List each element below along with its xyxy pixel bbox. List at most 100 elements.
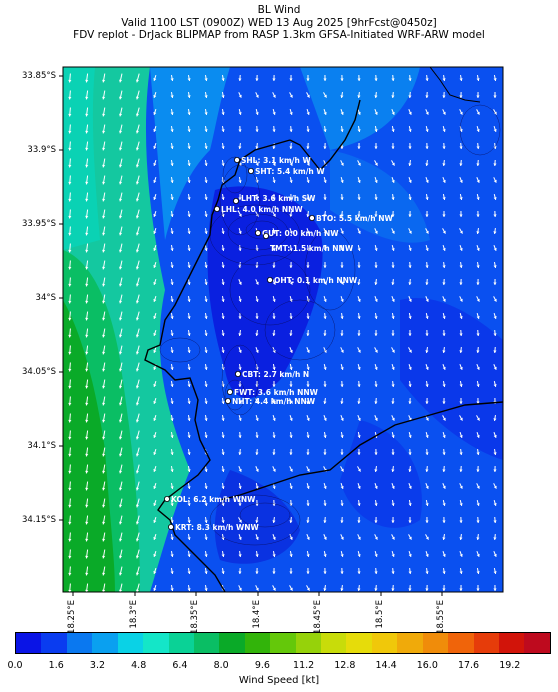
wind-arrow [102, 481, 106, 491]
wind-arrow [238, 312, 242, 320]
wind-arrow [442, 380, 446, 388]
wind-arrow [187, 142, 191, 150]
wind-arrow [459, 483, 463, 489]
wind-arrow [102, 345, 106, 355]
wind-arrow [391, 584, 395, 592]
wind-arrow [221, 312, 225, 320]
wind-arrow [391, 125, 395, 133]
wind-arrow [119, 413, 123, 423]
title-line-2: Valid 1100 LST (0900Z) WED 13 Aug 2025 [… [121, 16, 437, 29]
site-marker [226, 388, 233, 395]
wind-arrow [306, 108, 310, 116]
wind-arrow [408, 499, 412, 507]
colorbar-segment [499, 633, 525, 653]
wind-arrow [391, 347, 395, 353]
site-marker [247, 167, 254, 174]
wind-arrow [187, 108, 191, 116]
wind-arrow [306, 193, 310, 201]
wind-arrow [153, 533, 157, 541]
wind-arrow [442, 533, 446, 541]
wind-arrow [459, 91, 463, 99]
wind-arrow [425, 431, 429, 439]
wind-arrow [221, 550, 225, 558]
wind-arrow [340, 296, 344, 302]
lon-label: 18.4°E [252, 600, 262, 629]
wind-arrow [374, 143, 378, 149]
wind-arrow [153, 193, 157, 201]
wind-arrow [119, 141, 123, 151]
wind-arrow [135, 192, 140, 202]
wind-arrow [68, 311, 72, 321]
wind-arrow [340, 534, 344, 540]
wind-arrow [255, 466, 259, 472]
wind-arrow [238, 92, 242, 98]
wind-arrow [85, 90, 89, 100]
wind-arrow [306, 125, 310, 133]
wind-arrow [357, 109, 361, 115]
wind-arrow [238, 431, 242, 439]
wind-arrow [170, 278, 174, 286]
wind-arrow [340, 363, 344, 371]
wind-arrow [68, 192, 72, 202]
wind-arrow [289, 398, 293, 404]
wind-arrow [135, 311, 140, 321]
lat-label: 33.95°S [22, 219, 56, 229]
wind-arrow [442, 91, 446, 99]
wind-arrow [221, 465, 225, 473]
wind-arrow [204, 108, 208, 116]
wind-arrow [119, 243, 123, 253]
wind-arrow [442, 193, 446, 201]
wind-arrow [289, 466, 293, 472]
wind-arrow [408, 125, 412, 133]
wind-arrow [102, 362, 106, 372]
wind-arrow [323, 363, 327, 371]
wind-arrow [170, 550, 174, 558]
wind-arrow [153, 584, 157, 592]
wind-arrow [459, 245, 463, 251]
wind-arrow [340, 160, 344, 166]
wind-arrow [476, 533, 480, 541]
wind-arrow [153, 567, 157, 575]
wind-arrow [272, 329, 276, 337]
wind-arrow [153, 397, 157, 405]
wind-arrow [221, 278, 225, 286]
wind-arrow [272, 534, 276, 540]
wind-arrow [493, 312, 497, 320]
wind-arrow [272, 550, 276, 558]
wind-arrow [459, 74, 463, 82]
wind-arrow [425, 159, 429, 167]
wind-arrow [493, 414, 497, 422]
wind-arrow [85, 124, 89, 134]
wind-arrow [272, 516, 276, 524]
wind-arrow [442, 329, 446, 337]
wind-arrow [306, 176, 310, 184]
lon-label: 18.5°E [375, 600, 385, 629]
wind-arrow [459, 398, 463, 404]
wind-arrow [476, 296, 480, 302]
wind-arrow [153, 448, 157, 456]
wind-arrow [306, 534, 310, 540]
wind-arrow [306, 431, 310, 439]
wind-arrow [459, 329, 463, 337]
wind-arrow [187, 244, 191, 252]
wind-arrow [238, 193, 242, 201]
wind-arrow [493, 74, 497, 82]
wind-arrow [476, 91, 480, 99]
wind-arrow [102, 260, 106, 270]
wind-arrow [289, 142, 293, 150]
wind-arrow [408, 261, 412, 269]
wind-arrow [459, 415, 463, 421]
wind-arrow [85, 549, 89, 559]
wind-arrow [153, 142, 157, 150]
wind-arrow [255, 347, 259, 353]
wind-arrow [68, 532, 72, 542]
wind-arrow [408, 109, 412, 115]
wind-arrow [357, 448, 361, 456]
wind-arrow [476, 567, 480, 575]
wind-arrow [357, 210, 361, 218]
wind-arrow [391, 516, 395, 524]
wind-arrow [221, 108, 225, 116]
colorbar-segment [397, 633, 423, 653]
wind-arrow [493, 567, 497, 575]
wind-arrow [170, 159, 174, 167]
